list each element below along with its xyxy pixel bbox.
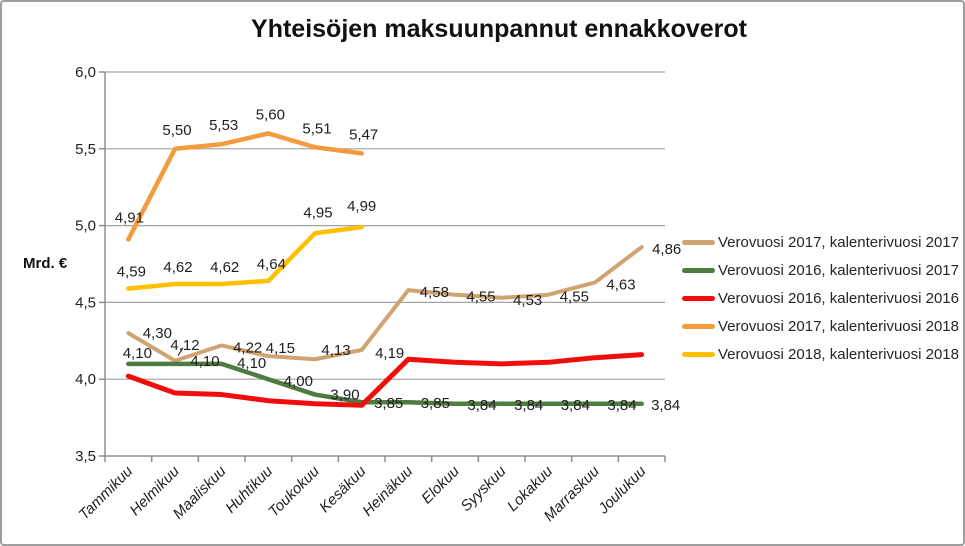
- y-tick-label: 3,5: [75, 448, 96, 465]
- chart-title: Yhteisöjen maksuunpannut ennakkoverot: [251, 15, 747, 43]
- data-label: 4,53: [513, 292, 542, 309]
- x-tick-label: Toukokuu: [265, 462, 323, 520]
- data-label: 5,53: [209, 117, 238, 134]
- y-axis-title: Mrd. €: [23, 255, 68, 272]
- series-line-2: [126, 361, 644, 407]
- x-tick-label: Joulukuu: [594, 462, 650, 518]
- x-tick-label: Heinäkuu: [359, 462, 416, 519]
- data-label: 5,51: [302, 120, 331, 137]
- data-label: 4,10: [237, 355, 266, 372]
- data-label: 3,90: [330, 387, 359, 404]
- data-label: 3,84: [514, 397, 543, 414]
- data-label: 3,85: [374, 395, 403, 412]
- data-label: 4,58: [420, 284, 449, 301]
- data-label: 3,84: [467, 397, 496, 414]
- series-line-3: [125, 352, 645, 408]
- data-label: 5,47: [349, 126, 378, 143]
- series-line-4: [126, 131, 364, 242]
- data-label: 4,86: [652, 241, 681, 258]
- data-label: 4,99: [347, 198, 376, 215]
- data-label: 4,55: [466, 289, 495, 306]
- y-tick-label: 5,5: [75, 141, 96, 158]
- data-label: 4,55: [560, 289, 589, 306]
- data-label: 4,63: [606, 276, 635, 293]
- data-label: 4,15: [266, 340, 295, 357]
- data-label: 3,84: [561, 397, 590, 414]
- series-line-5: [126, 224, 364, 291]
- data-label: 5,50: [162, 122, 191, 139]
- data-label: 4,64: [257, 256, 286, 273]
- data-label: 4,10: [190, 353, 219, 370]
- data-label: 4,22: [233, 339, 262, 356]
- data-label: 4,10: [123, 345, 152, 362]
- y-tick-label: 4,0: [75, 371, 96, 388]
- x-tick-label: Elokuu: [418, 462, 463, 507]
- data-label: 4,62: [163, 259, 192, 276]
- data-label: 4,00: [284, 373, 313, 390]
- data-label: 4,13: [321, 342, 350, 359]
- data-label: 3,84: [607, 397, 636, 414]
- x-tick-label: Syyskuu: [457, 462, 510, 515]
- data-label: 4,59: [117, 264, 146, 281]
- data-label: 4,19: [375, 345, 404, 362]
- data-label: 4,62: [210, 259, 239, 276]
- data-label-leader-line: [177, 347, 184, 357]
- data-label: 3,85: [421, 395, 450, 412]
- y-tick-label: 6,0: [75, 64, 96, 81]
- x-tick-label: Tammikuu: [76, 462, 137, 523]
- data-label: 4,12: [170, 337, 199, 354]
- data-label: 4,95: [303, 204, 332, 221]
- data-label: 5,60: [256, 106, 285, 123]
- y-tick-label: 5,0: [75, 218, 96, 235]
- data-label: 4,30: [143, 325, 172, 342]
- series-line-1: [126, 245, 644, 363]
- y-tick-label: 4,5: [75, 294, 96, 311]
- data-label: 3,84: [651, 397, 680, 414]
- data-label: 4,91: [115, 209, 144, 226]
